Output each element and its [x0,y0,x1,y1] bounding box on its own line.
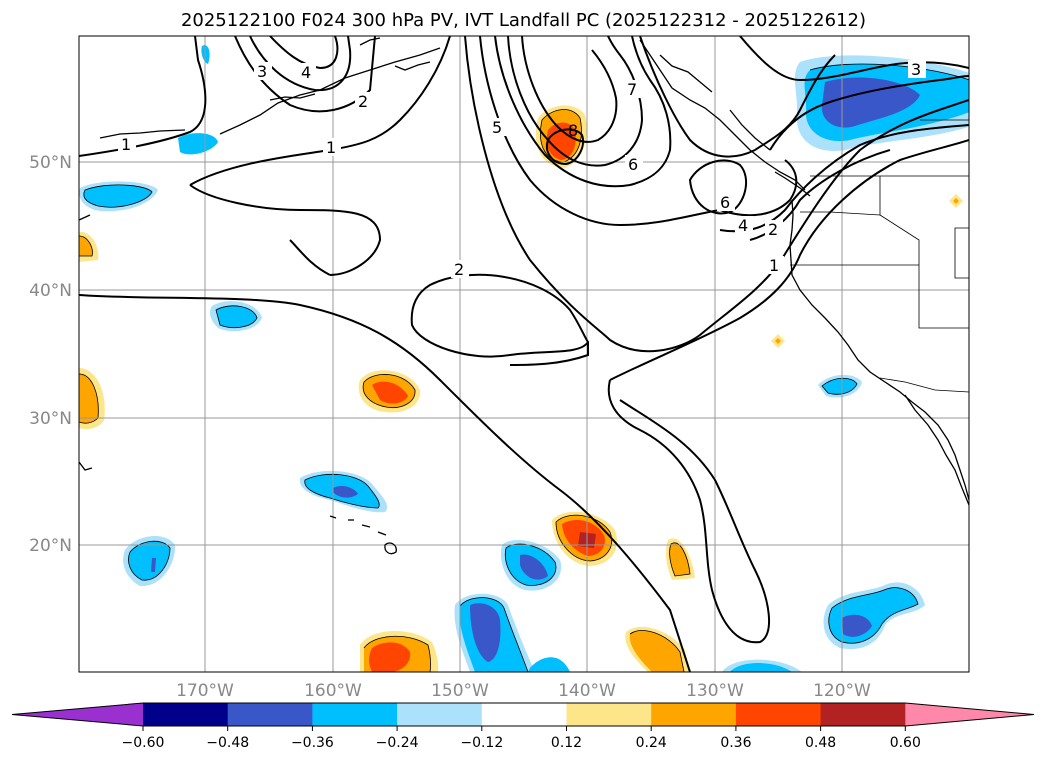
contour-label: 2 [358,92,368,111]
contour-label: 2 [768,220,778,239]
contour-label: 1 [326,138,336,157]
latitude-labels: 50°N 40°N 30°N 20°N [29,153,72,556]
contour-labels: 1 1 1 2 2 2 3 3 4 4 5 6 6 7 [118,60,926,279]
colorbar-segment [651,703,737,726]
colorbar-segment [566,703,652,726]
colorbar-segment [312,703,398,726]
colorbar: −0.60 −0.48 −0.36 −0.24 −0.12 0.12 0.24 0.36 0.4… [11,702,1035,751]
colorbar-extend-high [905,703,1034,726]
colorbar-segment [735,703,822,726]
lat-label: 30°N [29,409,72,429]
lat-label: 40°N [29,281,72,301]
colorbar-segment [481,703,567,726]
graticule [79,36,969,672]
contour-label: 6 [720,193,730,212]
contour-label: 8 [568,121,578,140]
colorbar-tick-label: −0.36 [291,735,334,751]
contour-label: 4 [301,63,311,82]
contour-label: 3 [257,62,267,81]
lon-label: 150°W [431,681,489,701]
map-title: 2025122100 F024 300 hPa PV, IVT Landfall… [180,10,867,31]
negative-anomaly-2 [178,133,218,155]
colorbar-tick-label: 0.36 [720,735,751,751]
lat-label: 20°N [29,536,72,556]
colorbar-tick-label: 0.12 [551,735,582,751]
pv-shading [79,45,969,672]
colorbar-segment [397,703,483,726]
colorbar-tick-label: 0.60 [890,735,921,751]
lon-label: 140°W [558,681,616,701]
contour-label: 2 [454,260,464,279]
colorbar-tick-label: 0.24 [636,735,667,751]
contour-label: 4 [738,216,748,235]
colorbar-tick-label: 0.48 [805,735,836,751]
colorbar-tick-label: −0.48 [206,735,249,751]
lon-label: 170°W [176,681,234,701]
contour-label: 5 [492,118,502,137]
lon-label: 160°W [304,681,362,701]
contour-label: 6 [628,155,638,174]
contour-label: 7 [627,80,637,99]
lat-label: 50°N [29,153,72,173]
lon-label: 130°W [686,681,744,701]
colorbar-extend-low [12,703,143,726]
colorbar-segment [143,703,229,726]
negative-anomaly-bc-center [821,77,920,128]
contour-label: 1 [121,135,131,154]
coastlines [79,37,969,555]
colorbar-tick-label: −0.24 [376,735,419,751]
plot-area: 1 1 1 2 2 2 3 3 4 4 5 6 6 7 [79,36,969,672]
pv-contours [79,36,969,672]
colorbar-tick-label: −0.60 [122,735,165,751]
colorbar-segment [820,703,906,726]
contour-label: 3 [911,60,921,79]
longitude-labels: 170°W 160°W 150°W 140°W 130°W 120°W [176,681,871,701]
plot-frame [78,35,970,673]
lon-label: 120°W [813,681,871,701]
colorbar-tick-label: −0.12 [460,735,503,751]
contour-label: 1 [769,256,779,275]
colorbar-segment [227,703,313,726]
